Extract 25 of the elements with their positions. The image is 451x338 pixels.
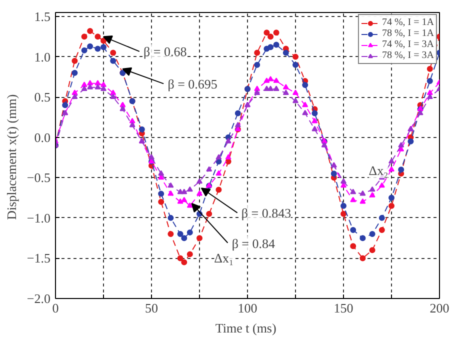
legend-label: 78 %, I = 1A xyxy=(382,28,434,39)
annotation: β = 0.843 xyxy=(241,206,292,221)
annotation: β = 0.68 xyxy=(144,44,187,60)
y-tick-label: −1.5 xyxy=(26,250,51,266)
x-axis-title: Time t (ms) xyxy=(215,320,276,336)
x-tick-label: 200 xyxy=(430,300,450,316)
annotation: Δx₂ xyxy=(368,163,388,178)
y-tick-label: 1.0 xyxy=(34,49,50,64)
annotation: Δx₁ xyxy=(214,250,234,266)
legend-label: 74 %, I = 1A xyxy=(382,17,434,28)
y-tick-label: 0.5 xyxy=(34,90,50,105)
x-tick-label: 150 xyxy=(334,300,354,316)
annotation: β = 0.84 xyxy=(232,236,276,251)
y-axis-title: Displacement x(t) (mm) xyxy=(4,94,19,220)
legend-label: 74 %, I = 3A xyxy=(382,39,434,50)
y-tick-label: 1.5 xyxy=(34,9,50,24)
y-tick-label: 0.0 xyxy=(34,130,50,145)
x-tick-label: 0 xyxy=(52,300,59,316)
legend-label: 78 %, I = 3A xyxy=(382,50,434,61)
x-tick-label: 100 xyxy=(238,300,258,316)
y-tick-label: −2.0 xyxy=(26,291,51,306)
y-tick-label: −0.5 xyxy=(26,170,51,186)
x-tick-label: 50 xyxy=(145,300,158,316)
y-tick-label: −1.0 xyxy=(26,210,51,226)
annotation: β = 0.695 xyxy=(168,76,218,92)
